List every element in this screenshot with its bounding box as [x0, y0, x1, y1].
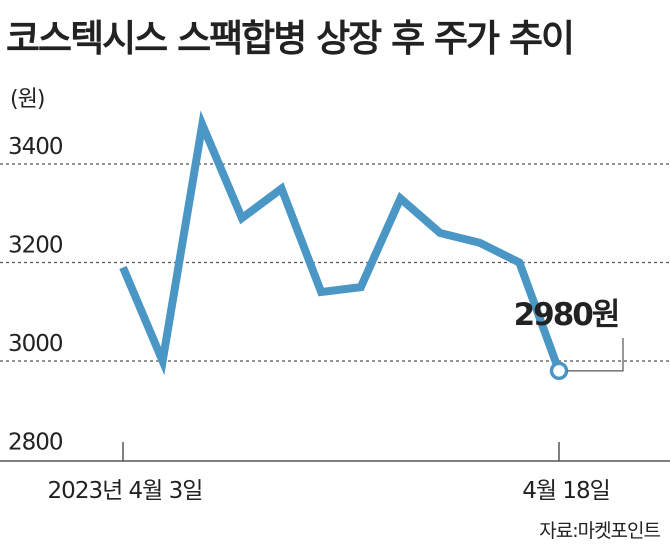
- y-tick-labels: 3400 3200 3000 2800: [8, 134, 64, 456]
- x-tick-label: 2023년 4월 3일: [48, 478, 203, 504]
- y-axis-unit-label: (원): [10, 87, 44, 112]
- source-note: 자료:마켓포인트: [539, 520, 661, 542]
- x-tick-label: 4월 18일: [522, 478, 610, 504]
- y-tick-label: 3200: [8, 233, 63, 259]
- chart-title: 코스텍시스 스팩합병 상장 후 주가 추이: [6, 17, 575, 60]
- last-value-label: 2980원: [514, 297, 619, 333]
- y-tick-label: 3000: [8, 331, 63, 357]
- data-points: [549, 361, 569, 381]
- y-tick-label: 3400: [8, 134, 63, 160]
- x-ticks: 2023년 4월 3일 4월 18일: [48, 442, 611, 504]
- y-tick-label: 2800: [8, 430, 63, 456]
- price-line: [119, 110, 563, 376]
- last-value-leader-line: [567, 338, 624, 372]
- last-data-point: [549, 361, 569, 381]
